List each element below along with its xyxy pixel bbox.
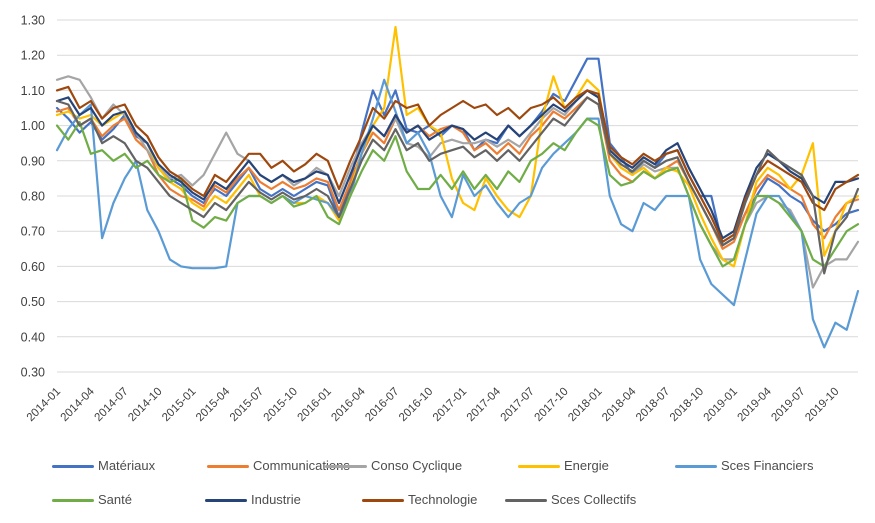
legend-swatch-icon (52, 498, 94, 502)
legend-label: Santé (98, 492, 132, 507)
legend-label: Energie (564, 458, 609, 473)
y-axis-tick-label: 1.20 (21, 49, 45, 63)
y-axis-tick-label: 0.80 (21, 190, 45, 204)
legend-swatch-icon (205, 498, 247, 502)
legend-swatch-icon (505, 498, 547, 502)
legend-label: Technologie (408, 492, 478, 507)
legend-swatch-icon (207, 464, 249, 468)
x-axis-tick-label: 2014-04 (59, 385, 98, 424)
x-axis-tick-label: 2014-07 (92, 386, 130, 424)
legend-label: Conso Cyclique (371, 458, 463, 473)
y-axis-tick-label: 0.50 (21, 295, 45, 309)
x-axis-tick-label: 2017-01 (431, 386, 469, 424)
x-axis-tick-label: 2014-10 (126, 386, 164, 424)
legend-swatch-icon (325, 464, 367, 468)
x-axis-tick-label: 2015-04 (194, 385, 233, 424)
legend-swatch-icon (518, 464, 560, 468)
series-line-sces-collectifs (55, 96, 860, 275)
legend-swatch-icon (675, 464, 717, 468)
chart-plot-area: 1.30 1.20 1.10 1.00 0.90 0.80 0.70 0.60 0.50 0.40… (21, 14, 860, 424)
legend-item-sces-collectifs: Sces Collectifs (505, 492, 636, 508)
x-axis-tick-label: 2019-07 (769, 386, 807, 424)
legend-item-industrie: Industrie (205, 492, 301, 508)
x-axis-tick-label: 2017-10 (532, 386, 570, 424)
x-axis-tick-label: 2016-04 (329, 385, 368, 424)
x-axis-tick-label: 2018-01 (566, 386, 604, 424)
x-axis-tick-label: 2019-04 (736, 385, 775, 424)
x-axis-tick-label: 2018-07 (634, 386, 672, 424)
legend-item-conso-cyclique: Conso Cyclique (325, 458, 462, 474)
x-axis-tick-label: 2018-04 (600, 385, 639, 424)
x-axis-tick-label: 2019-10 (803, 386, 841, 424)
legend-item-sces-financiers: Sces Financiers (675, 458, 813, 474)
x-axis-tick-label: 2019-01 (702, 386, 740, 424)
x-axis-tick-label: 2015-10 (262, 386, 300, 424)
legend-label: Sces Financiers (721, 458, 814, 473)
x-axis-tick-label: 2016-01 (296, 386, 334, 424)
y-axis-tick-label: 0.40 (21, 330, 45, 344)
series-line-sant- (55, 117, 860, 268)
x-axis-tick-label: 2015-07 (228, 386, 266, 424)
legend-item-communications: Communications (207, 458, 350, 474)
legend-item-mat-riaux: Matériaux (52, 458, 155, 474)
x-axis-tick-label: 2016-10 (397, 386, 435, 424)
legend-label: Matériaux (98, 458, 156, 473)
x-axis-tick-label: 2015-01 (160, 386, 198, 424)
legend-label: Industrie (251, 492, 301, 507)
series-line-industrie (55, 89, 860, 240)
y-axis-tick-label: 0.30 (21, 366, 45, 380)
x-axis-tick-label: 2017-07 (499, 386, 537, 424)
y-axis-tick-label: 0.70 (21, 225, 45, 239)
legend-item-technologie: Technologie (362, 492, 477, 508)
legend-swatch-icon (362, 498, 404, 502)
x-axis-tick-label: 2016-07 (363, 386, 401, 424)
x-axis-tick-label: 2014-01 (25, 386, 63, 424)
legend-swatch-icon (52, 464, 94, 468)
y-axis-tick-label: 0.60 (21, 260, 45, 274)
x-axis-tick-label: 2018-10 (668, 386, 706, 424)
y-axis-tick-label: 1.00 (21, 119, 45, 133)
y-axis-tick-label: 0.90 (21, 154, 45, 168)
series-line-technologie (55, 85, 860, 243)
series-line-energie (55, 25, 860, 268)
x-axis-tick-label: 2017-04 (465, 385, 504, 424)
legend-item-sant-: Santé (52, 492, 132, 508)
legend-label: Communications (253, 458, 350, 473)
y-axis-tick-label: 1.30 (21, 14, 45, 28)
legend-label: Sces Collectifs (551, 492, 637, 507)
y-axis-tick-label: 1.10 (21, 84, 45, 98)
series-line-sces-financiers (55, 78, 860, 349)
legend-item-energie: Energie (518, 458, 609, 474)
